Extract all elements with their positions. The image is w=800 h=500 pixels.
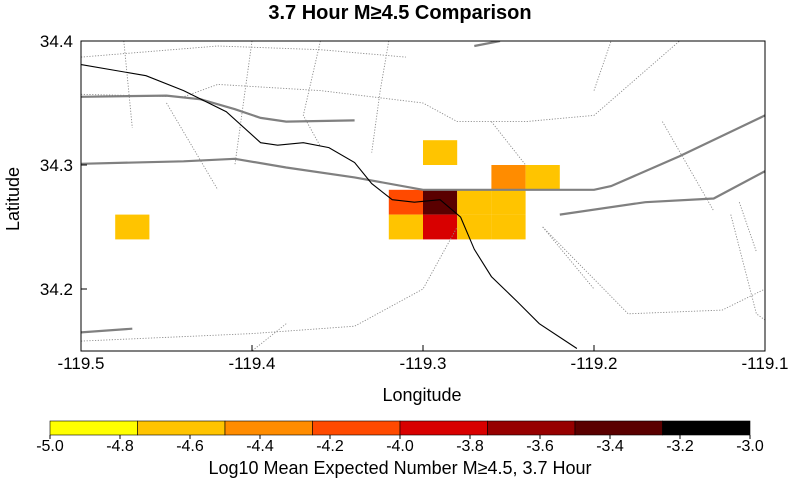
minor-road-line [166,102,219,191]
minor-road-line [738,202,757,252]
colorbar-tick-label: -4.4 [246,438,274,455]
minor-road-line [234,41,253,166]
heatmap-cell [388,214,423,240]
y-axis-ticks: 34.2 34.3 34.4 [40,32,87,299]
map-lines-layer [81,41,765,351]
colorbar-tick-label: -4.8 [106,438,134,455]
minor-road-line [371,41,390,153]
major-road-line [474,41,501,48]
colorbar-segment [49,420,138,436]
major-road-line [81,114,765,191]
y-tick-label: 34.4 [40,32,73,51]
colorbar-tick-label: -3.8 [456,438,484,455]
y-axis-label: Latitude [3,167,23,231]
colorbar-label: Log10 Mean Expected Number M≥4.5, 3.7 Ho… [208,458,591,478]
heatmap-cell [491,189,526,215]
chart-title: 3.7 Hour M≥4.5 Comparison [268,2,531,24]
colorbar: -5.0 -4.8 -4.6 -4.4 -4.2 -4.0 -3.8 -3.6 -3.4 -3.2… [36,420,764,455]
colorbar-segment [399,420,488,436]
x-tick-label: -119.4 [229,354,276,373]
minor-road-line [542,226,765,315]
colorbar-segment [574,420,663,436]
heatmap-cell [115,214,150,240]
colorbar-tick-label: -4.2 [316,438,344,455]
colorbar-tick-label: -3.6 [526,438,554,455]
colorbar-segment [487,420,576,436]
minor-road-line [542,226,595,290]
minor-road-line [81,226,458,342]
x-axis-ticks: -119.5 -119.4 -119.3 -119.2 -119.1 [58,345,789,373]
colorbar-tick-label: -3.2 [666,438,694,455]
heatmap-cell [525,165,560,190]
x-tick-label: -119.2 [571,354,618,373]
minor-road-line [81,45,406,58]
heatmap-cells-layer [115,140,560,240]
minor-road-line [81,41,680,123]
heatmap-cell [491,165,526,190]
y-tick-label: 34.2 [40,280,73,299]
minor-road-line [251,323,287,351]
colorbar-segment [662,420,751,436]
x-tick-label: -119.3 [400,354,447,373]
heatmap-cell [423,214,458,240]
heatmap-cell [491,214,526,240]
heatmap-cell [457,189,492,215]
minor-road-line [662,121,715,212]
x-axis-label: Longitude [382,385,461,405]
minor-road-line [123,41,133,128]
coastline-line [81,64,578,349]
colorbar-tick-label: -4.6 [176,438,204,455]
x-tick-label: -119.5 [58,354,105,373]
minor-road-line [491,121,526,166]
minor-road-line [302,41,321,147]
colorbar-tick-label: -4.0 [386,438,414,455]
heatmap-cell [423,140,458,165]
x-tick-label: -119.1 [742,354,789,373]
y-tick-label: 34.3 [40,156,73,175]
minor-road-line [593,41,612,91]
colorbar-segment [312,420,401,436]
colorbar-segment [224,420,313,436]
colorbar-tick-label: -5.0 [36,438,64,455]
minor-road-line [730,214,765,321]
colorbar-tick-label: -3.0 [736,438,764,455]
heatmap-cell [423,189,458,215]
heatmap-cell [457,214,492,240]
colorbar-tick-label: -3.4 [596,438,624,455]
major-road-line [559,170,765,216]
major-road-line [81,327,133,334]
major-road-line [81,94,355,123]
colorbar-segment [137,420,226,436]
